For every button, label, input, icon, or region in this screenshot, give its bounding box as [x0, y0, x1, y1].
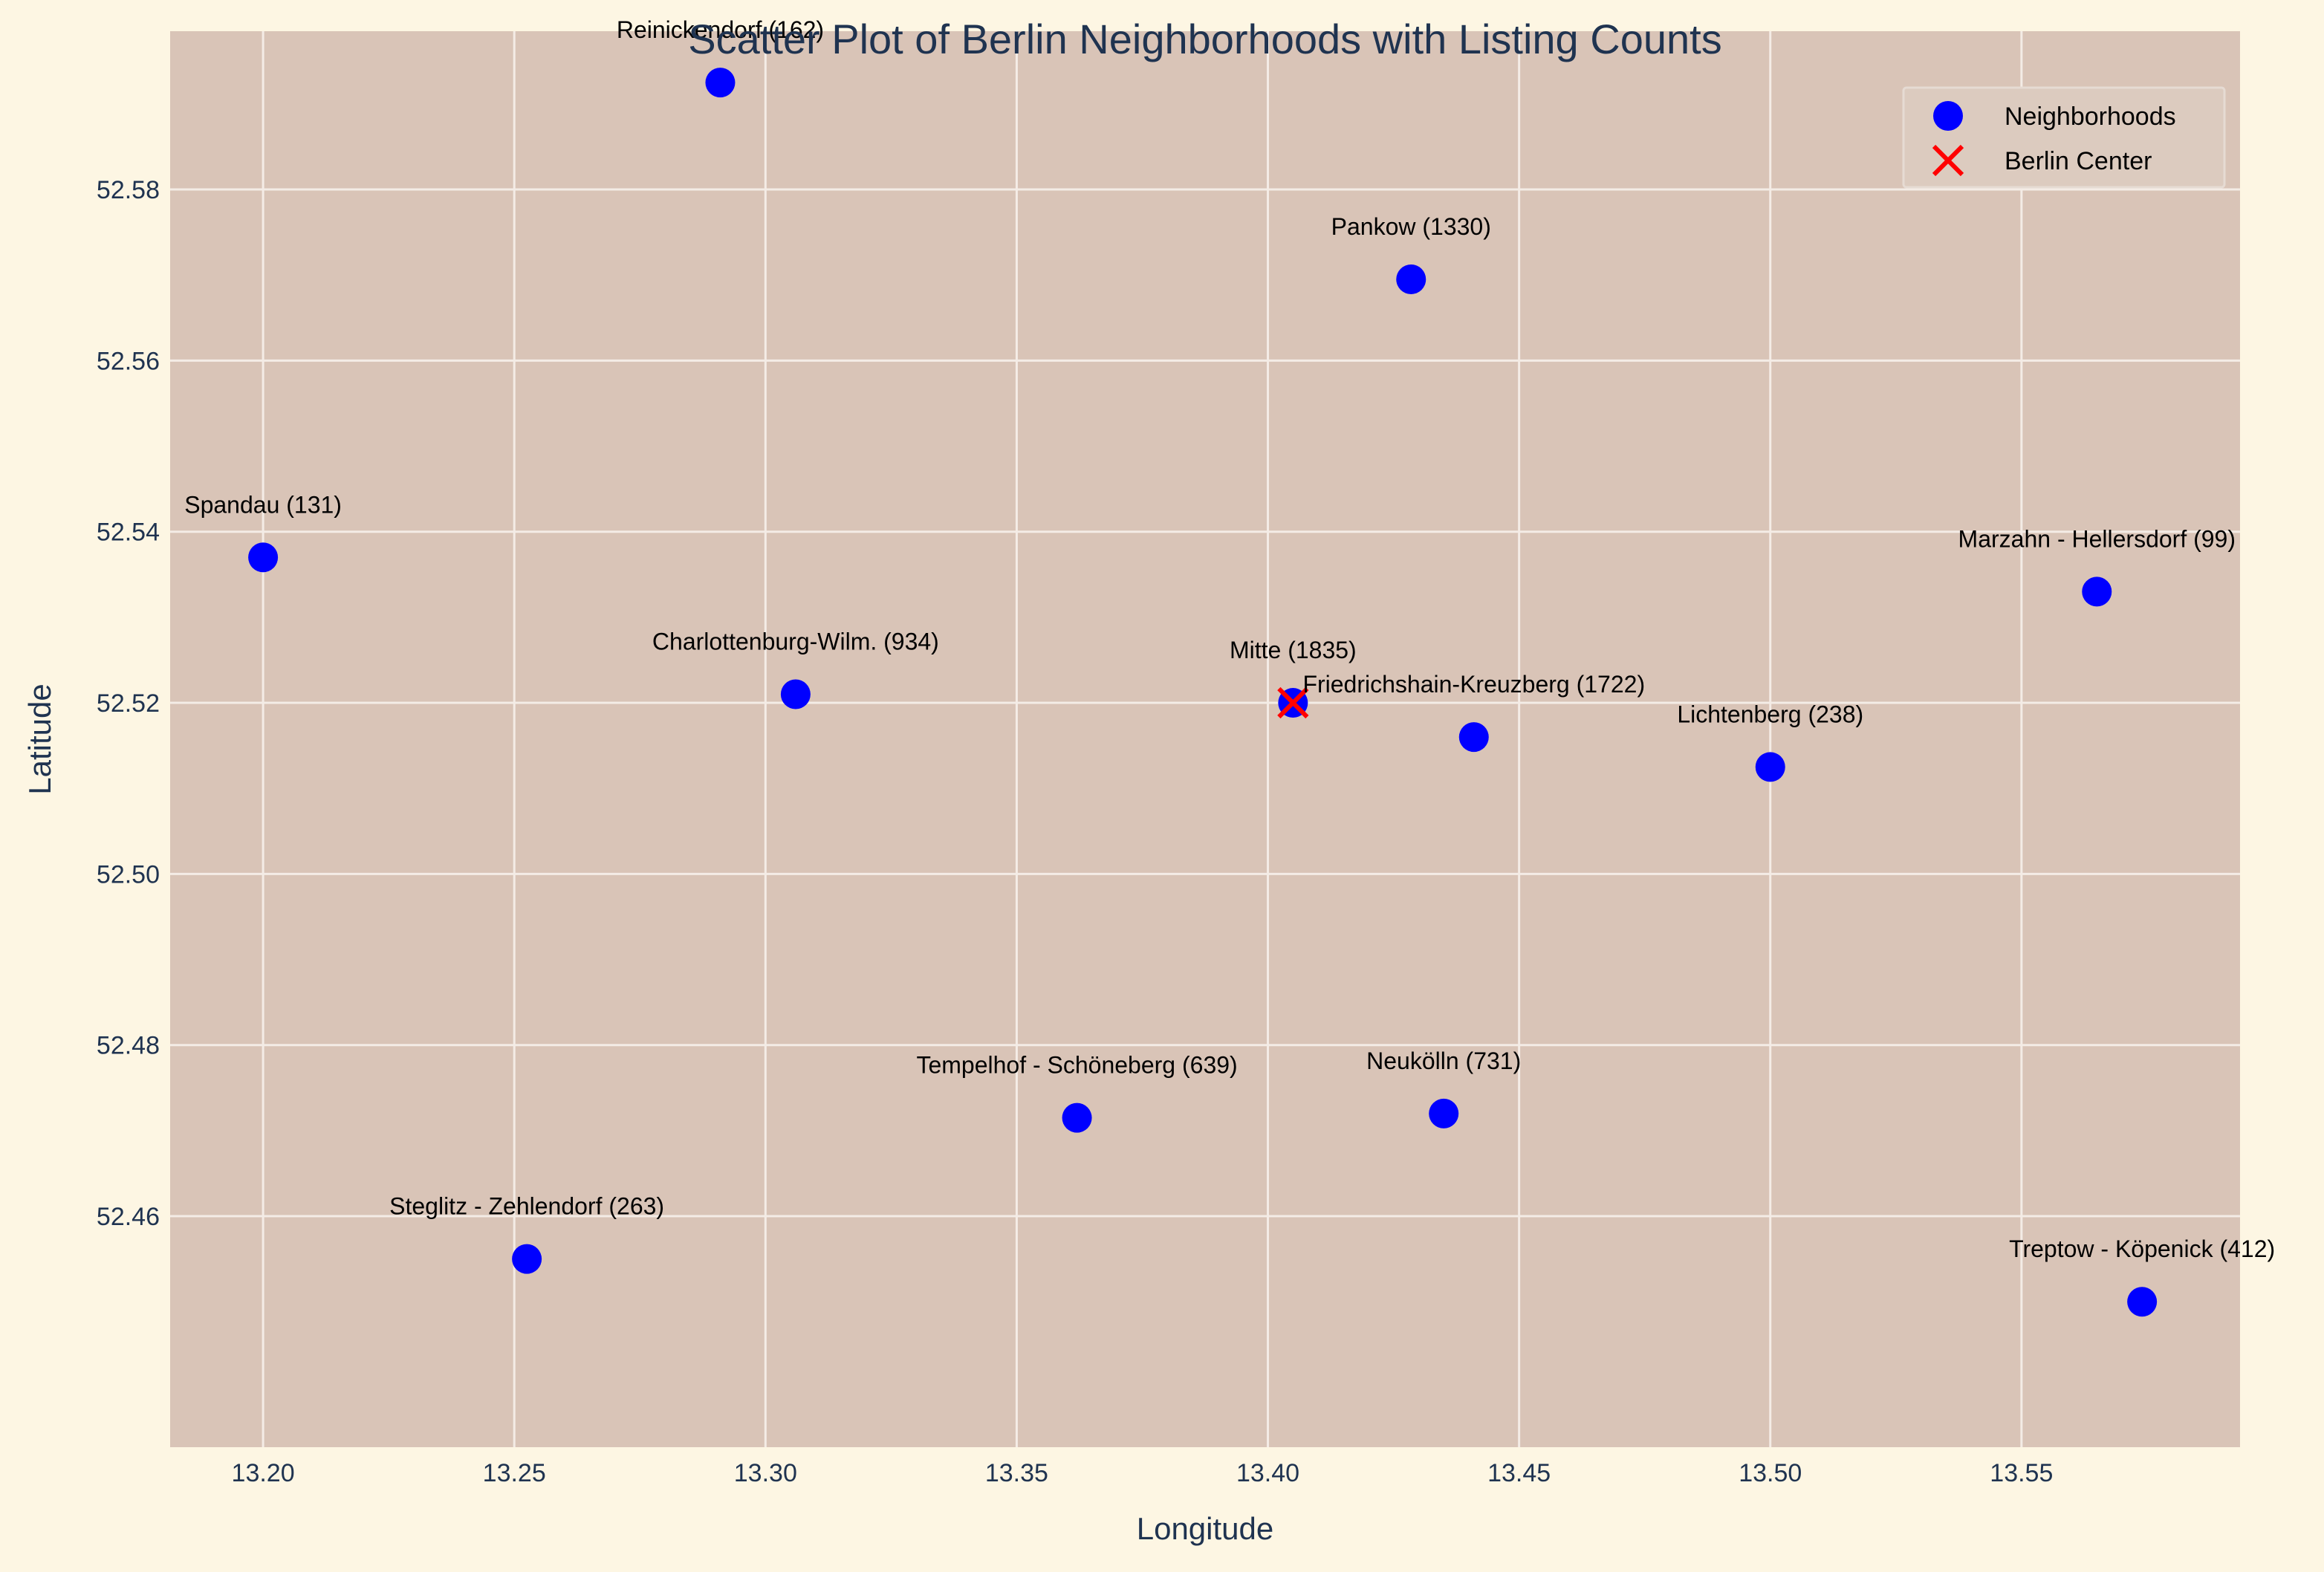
neighborhood-point: [1458, 722, 1489, 753]
plot-area: [170, 31, 2240, 1447]
neighborhood-point: [512, 1244, 542, 1274]
x-tick-label: 13.25: [483, 1459, 546, 1487]
center-cross-stroke: [1277, 686, 1309, 719]
neighborhood-point: [705, 68, 736, 98]
x-tick-label: 13.30: [734, 1459, 797, 1487]
y-tick-label: 52.50: [97, 860, 160, 889]
neighborhood-label: Charlottenburg-Wilm. (934): [652, 629, 939, 655]
x-tick-label: 13.50: [1739, 1459, 1802, 1487]
x-tick-label: 13.45: [1487, 1459, 1551, 1487]
neighborhood-point: [1755, 752, 1785, 782]
point-labels: Reinickendorf (162) Pankow (1330) Spandau …: [184, 16, 2275, 1262]
legend-center-label: Berlin Center: [2005, 147, 2152, 175]
neighborhood-label: Neukölln (731): [1366, 1048, 1521, 1074]
y-tick-label: 52.48: [97, 1032, 160, 1060]
neighborhood-point: [2127, 1287, 2158, 1317]
x-tick-label: 13.55: [1990, 1459, 2053, 1487]
neighborhood-label: Mitte (1835): [1230, 637, 1357, 663]
neighborhood-point: [1396, 264, 1426, 294]
legend-neighborhood-marker: [1933, 101, 1963, 131]
axis-ticks: 13.20 13.25 13.30 13.35 13.40 13.45 13.50 13.55…: [97, 176, 2053, 1487]
berlin-center-marker: [1277, 686, 1309, 719]
y-tick-label: 52.54: [97, 519, 160, 547]
x-tick-label: 13.40: [1236, 1459, 1299, 1487]
neighborhood-point: [1062, 1102, 1092, 1133]
x-tick-label: 13.20: [232, 1459, 295, 1487]
neighborhood-label: Lichtenberg (238): [1677, 701, 1863, 727]
legend-box: [1902, 86, 2226, 189]
neighborhood-label: Reinickendorf (162): [617, 16, 824, 43]
x-axis-label: Longitude: [1137, 1511, 1274, 1546]
legend-neighborhoods-label: Neighborhoods: [2005, 103, 2176, 131]
legend-center-cross-stroke: [1932, 144, 1964, 177]
chart-title: Scatter Plot of Berlin Neighborhoods wit…: [688, 16, 1721, 62]
neighborhood-point: [2082, 576, 2112, 607]
y-tick-label: 52.56: [97, 347, 160, 375]
grid: [170, 31, 2240, 1447]
data-points: [248, 68, 2158, 1317]
neighborhood-label: Pankow (1330): [1331, 213, 1491, 240]
y-axis-label: Latitude: [22, 683, 57, 794]
y-tick-label: 52.58: [97, 176, 160, 204]
legend: Neighborhoods Berlin Center: [1902, 86, 2226, 189]
x-tick-label: 13.35: [985, 1459, 1048, 1487]
neighborhood-label: Steglitz - Zehlendorf (263): [389, 1193, 664, 1220]
neighborhood-label: Marzahn - Hellersdorf (99): [1958, 525, 2236, 552]
neighborhood-point: [780, 679, 811, 709]
y-tick-label: 52.52: [97, 689, 160, 718]
neighborhood-label: Treptow - Köpenick (412): [2009, 1235, 2275, 1262]
neighborhood-label: Friedrichshain-Kreuzberg (1722): [1302, 671, 1645, 698]
neighborhood-point: [1429, 1098, 1459, 1128]
neighborhood-label: Tempelhof - Schöneberg (639): [916, 1052, 1237, 1079]
y-tick-label: 52.46: [97, 1203, 160, 1231]
neighborhood-label: Spandau (131): [184, 491, 342, 518]
neighborhood-point: [248, 542, 279, 573]
